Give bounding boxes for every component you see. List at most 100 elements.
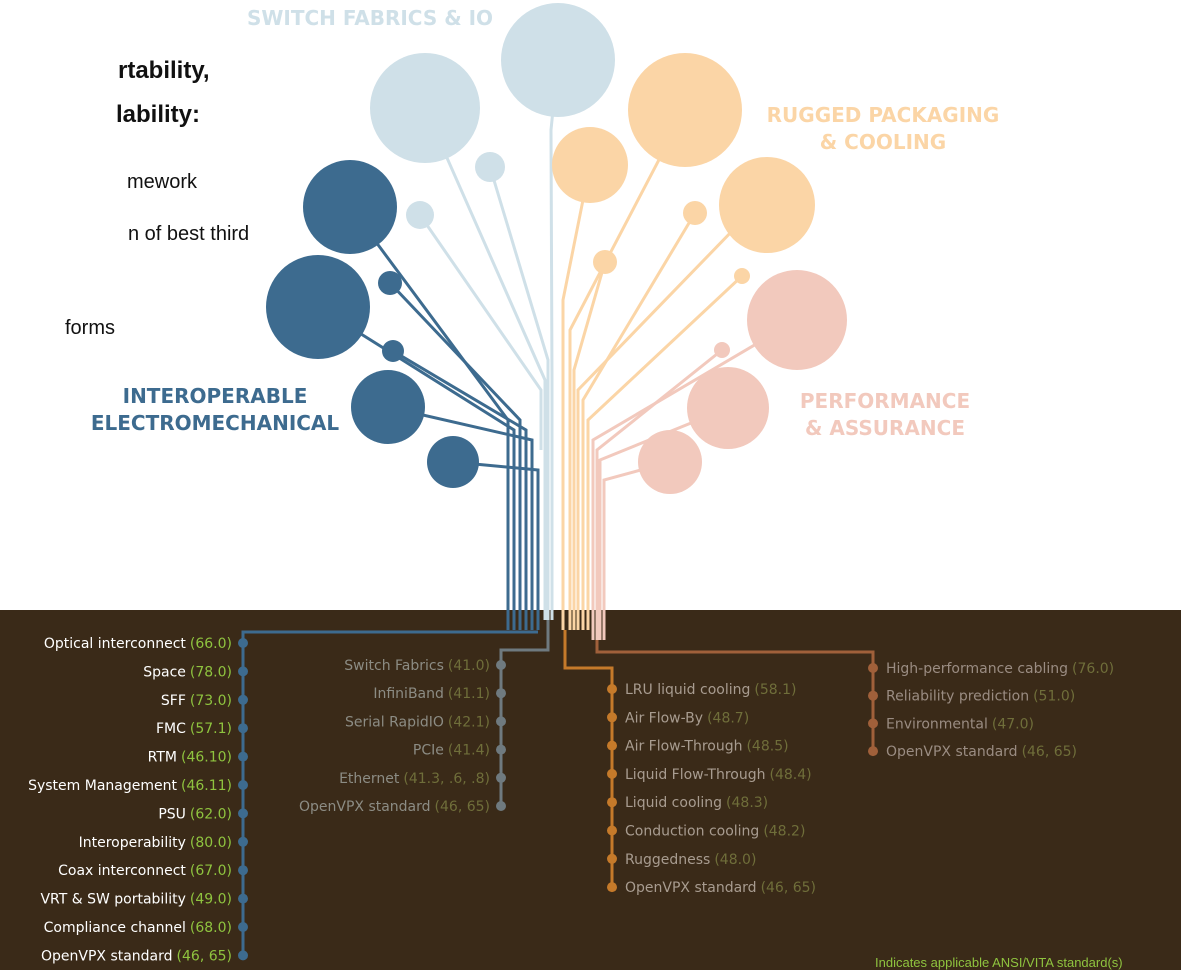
list-dot — [238, 922, 248, 932]
item-standard: (41.4) — [448, 743, 490, 759]
item-standard: (51.0) — [1033, 689, 1075, 705]
branch-label: RUGGED PACKAGING — [767, 103, 1000, 127]
item-name: High-performance cabling — [886, 661, 1068, 677]
branch-label: SWITCH FABRICS & IO — [247, 6, 493, 30]
list-dot — [238, 894, 248, 904]
item-standard: (46, 65) — [1022, 744, 1077, 760]
list-dot — [868, 663, 878, 673]
list-item: SFF(73.0) — [161, 693, 232, 709]
list-dot — [496, 688, 506, 698]
list-dot — [868, 746, 878, 756]
list-item: InfiniBand(41.1) — [373, 686, 490, 702]
list-item: Interoperability(80.0) — [79, 835, 232, 851]
list-dot — [238, 666, 248, 676]
item-name: Space — [143, 664, 186, 680]
list-item: Liquid Flow-Through(48.4) — [625, 767, 812, 783]
list-item: PSU(62.0) — [158, 806, 232, 822]
item-name: Switch Fabrics — [344, 658, 444, 674]
list-dot — [238, 638, 248, 648]
item-name: OpenVPX standard — [299, 799, 431, 815]
item-name: Interoperability — [79, 835, 186, 851]
list-dot — [607, 684, 617, 694]
item-standard: (48.3) — [726, 795, 768, 811]
item-name: Air Flow-Through — [625, 739, 742, 755]
item-name: Ethernet — [339, 771, 400, 787]
list-item: Environmental(47.0) — [886, 716, 1034, 732]
list-item: Switch Fabrics(41.0) — [344, 658, 490, 674]
list-item: Ruggedness(48.0) — [625, 852, 756, 868]
list-item: Compliance channel(68.0) — [44, 920, 232, 936]
item-standard: (57.1) — [190, 721, 232, 737]
item-name: Liquid cooling — [625, 795, 722, 811]
item-standard: (48.5) — [746, 739, 788, 755]
item-name: VRT & SW portability — [40, 892, 185, 908]
list-dot — [496, 801, 506, 811]
item-standard: (46, 65) — [435, 799, 490, 815]
item-standard: (68.0) — [190, 920, 232, 936]
intro-heading: rtability, — [118, 57, 210, 84]
branch-label: & ASSURANCE — [805, 416, 965, 440]
item-name: Serial RapidIO — [345, 714, 444, 730]
legend: Indicates applicable ANSI/VITA standard(… — [875, 955, 1123, 970]
list-item: Optical interconnect(66.0) — [44, 636, 232, 652]
item-standard: (80.0) — [190, 835, 232, 851]
list-item: Air Flow-Through(48.5) — [625, 739, 789, 755]
intro-bullet: n of best third — [128, 223, 249, 245]
item-standard: (67.0) — [190, 863, 232, 879]
list-item: Serial RapidIO(42.1) — [345, 714, 490, 730]
item-name: PSU — [158, 806, 186, 822]
item-standard: (41.1) — [448, 686, 490, 702]
list-dot — [607, 882, 617, 892]
item-name: PCIe — [413, 743, 444, 759]
list-item: Ethernet(41.3, .6, .8) — [339, 771, 490, 787]
list-item: High-performance cabling(76.0) — [886, 661, 1114, 677]
item-name: LRU liquid cooling — [625, 682, 750, 698]
list-dot — [238, 723, 248, 733]
item-standard: (48.2) — [763, 824, 805, 840]
item-name: OpenVPX standard — [625, 880, 757, 896]
item-standard: (48.4) — [769, 767, 811, 783]
item-name: Environmental — [886, 716, 988, 732]
list-dot — [238, 695, 248, 705]
list-item: OpenVPX standard(46, 65) — [41, 948, 232, 964]
list-dot — [607, 741, 617, 751]
item-standard: (42.1) — [448, 714, 490, 730]
list-item: FMC(57.1) — [156, 721, 232, 737]
list-dot — [496, 745, 506, 755]
item-name: OpenVPX standard — [41, 948, 173, 964]
list-item: OpenVPX standard(46, 65) — [886, 744, 1077, 760]
list-dot — [868, 718, 878, 728]
list-dot — [607, 854, 617, 864]
list-item: Coax interconnect(67.0) — [58, 863, 232, 879]
branch-label: & COOLING — [820, 130, 946, 154]
list-dot — [238, 865, 248, 875]
item-standard: (48.7) — [707, 710, 749, 726]
list-dot — [238, 780, 248, 790]
list-item: OpenVPX standard(46, 65) — [625, 880, 816, 896]
item-standard: (46.10) — [181, 750, 232, 766]
item-name: Compliance channel — [44, 920, 186, 936]
item-name: Optical interconnect — [44, 636, 187, 652]
list-item: OpenVPX standard(46, 65) — [299, 799, 490, 815]
item-standard: (58.1) — [754, 682, 796, 698]
list-dot — [238, 837, 248, 847]
list-item: Liquid cooling(48.3) — [625, 795, 768, 811]
item-standard: (76.0) — [1072, 661, 1114, 677]
list-item: Conduction cooling(48.2) — [625, 824, 805, 840]
item-name: Liquid Flow-Through — [625, 767, 765, 783]
list-dot — [496, 660, 506, 670]
list-dot — [496, 773, 506, 783]
item-name: SFF — [161, 693, 186, 709]
branch-label: PERFORMANCE — [800, 389, 970, 413]
list-dot — [607, 712, 617, 722]
item-name: Ruggedness — [625, 852, 710, 868]
list-dot — [868, 691, 878, 701]
list-item: RTM(46.10) — [148, 750, 232, 766]
intro-bullet: forms — [65, 317, 115, 339]
item-standard: (62.0) — [190, 806, 232, 822]
list-dot — [607, 797, 617, 807]
item-name: InfiniBand — [373, 686, 444, 702]
intro-bullet: mework — [127, 171, 198, 193]
item-name: FMC — [156, 721, 186, 737]
item-standard: (66.0) — [190, 636, 232, 652]
